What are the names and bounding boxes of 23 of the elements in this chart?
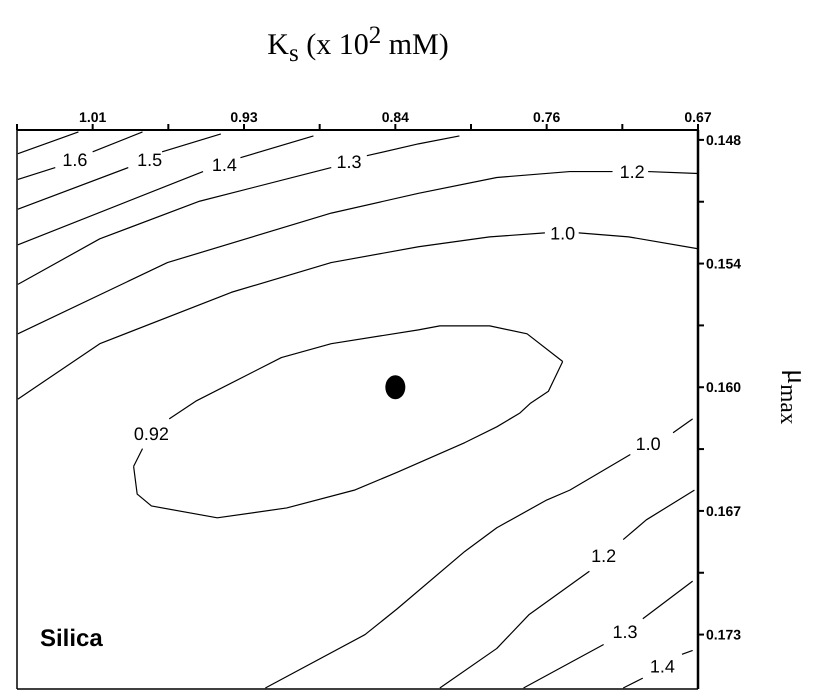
x-axis-title: K$_{s}$ (x 10$^{2}$ mM)	[267, 22, 449, 67]
y-tick-label: 0.167	[706, 502, 742, 519]
x-tick-label: 0.67	[684, 109, 712, 125]
series-label: 1.3	[612, 622, 638, 642]
series-label: 1.4	[212, 155, 237, 176]
series-label: 0.92	[134, 424, 169, 444]
annotation: Silica	[40, 625, 103, 652]
series-label: 1.2	[591, 546, 616, 566]
x-tick-label: 1.01	[79, 109, 107, 125]
y-tick-label: 0.160	[706, 379, 742, 396]
x-tick-label: 0.76	[533, 109, 561, 125]
series-label: 1.2	[620, 162, 645, 182]
y-tick-label: 0.148	[706, 132, 742, 148]
x-tick-label: 0.93	[230, 109, 258, 125]
series-label: 1.3	[336, 152, 362, 172]
y-tick-label: 0.173	[706, 626, 742, 643]
series-label: 1.4	[650, 656, 675, 677]
y-tick-label: 0.154	[706, 256, 742, 272]
series-label: 1.0	[636, 434, 661, 454]
series-label: 1.6	[62, 150, 88, 170]
series-label: 1.5	[137, 150, 162, 170]
x-tick-label: 0.84	[382, 109, 410, 125]
series-label: 1.0	[550, 223, 576, 244]
